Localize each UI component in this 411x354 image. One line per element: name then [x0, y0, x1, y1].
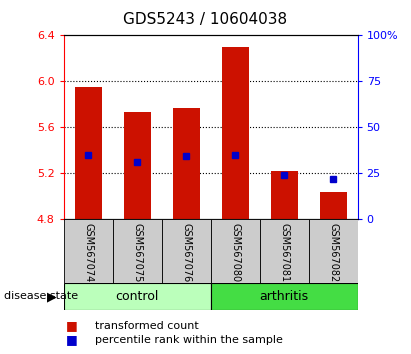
Bar — [162, 219, 211, 283]
Bar — [75, 87, 102, 219]
Bar — [124, 113, 151, 219]
Bar — [173, 108, 200, 219]
Bar — [211, 219, 260, 283]
Bar — [222, 47, 249, 219]
Text: ■: ■ — [66, 333, 78, 346]
Text: control: control — [115, 290, 159, 303]
Text: GSM567076: GSM567076 — [181, 223, 191, 282]
Text: GSM567080: GSM567080 — [230, 223, 240, 282]
Text: GSM567082: GSM567082 — [328, 223, 338, 282]
Text: transformed count: transformed count — [95, 321, 198, 331]
Text: GSM567081: GSM567081 — [279, 223, 289, 282]
Text: GDS5243 / 10604038: GDS5243 / 10604038 — [123, 12, 288, 27]
Text: ▶: ▶ — [46, 290, 56, 303]
Text: percentile rank within the sample: percentile rank within the sample — [95, 335, 282, 345]
Text: ■: ■ — [66, 319, 78, 332]
Text: disease state: disease state — [4, 291, 78, 302]
Bar — [260, 219, 309, 283]
Bar — [64, 219, 113, 283]
Bar — [211, 283, 358, 310]
Bar — [64, 283, 210, 310]
Bar — [320, 192, 346, 219]
Bar — [270, 171, 298, 219]
Text: arthritis: arthritis — [259, 290, 309, 303]
Text: GSM567075: GSM567075 — [132, 223, 142, 282]
Text: GSM567074: GSM567074 — [83, 223, 93, 282]
Bar — [113, 219, 162, 283]
Bar — [309, 219, 358, 283]
